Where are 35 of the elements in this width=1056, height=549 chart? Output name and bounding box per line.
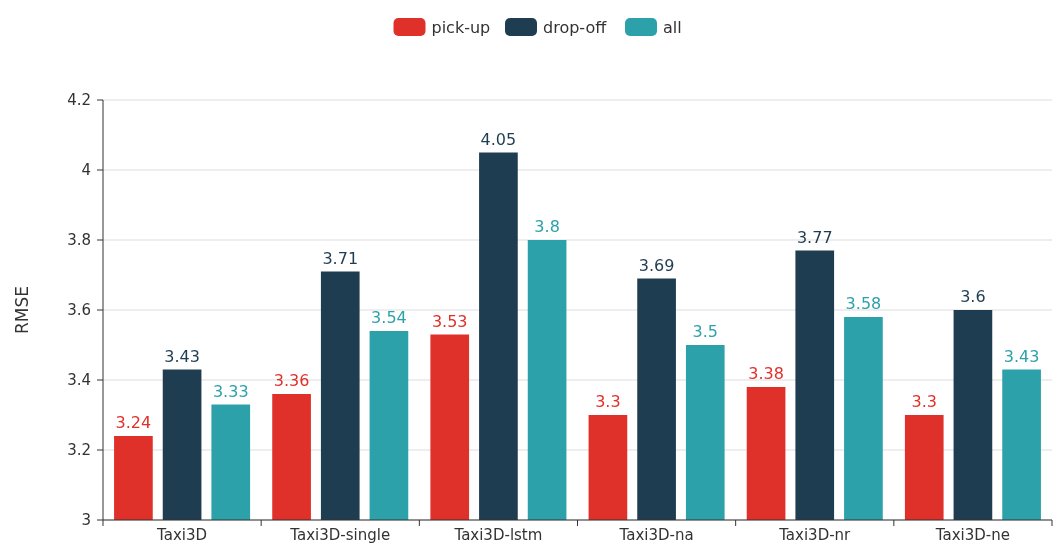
x-tick-label: Taxi3D-single: [289, 526, 391, 544]
data-label: 3.71: [322, 248, 359, 268]
data-label: 3.53: [431, 311, 468, 331]
y-tick-label: 3: [81, 511, 91, 530]
x-tick-label: Taxi3D-lstm: [453, 526, 543, 544]
data-label: 4.05: [480, 129, 517, 149]
y-axis-title: RMSE: [12, 285, 32, 335]
data-label: 3.38: [748, 364, 784, 383]
x-tick-label: Taxi3D-ne: [934, 526, 1010, 544]
data-label: 3.6: [960, 287, 986, 306]
data-label: 3.77: [796, 227, 833, 247]
x-tick-label: Taxi3D-nr: [778, 526, 852, 544]
y-tick-label: 3.2: [67, 441, 91, 460]
data-label: 3.24: [115, 413, 152, 432]
data-label: 3.58: [845, 294, 882, 313]
data-label: 3.43: [164, 346, 200, 366]
y-tick-label: 3.8: [67, 231, 91, 250]
data-label: 3.33: [212, 381, 249, 401]
data-label: 3.3: [595, 392, 621, 411]
data-label: 3.69: [638, 255, 675, 275]
legend-label: all: [663, 17, 682, 37]
x-tick-label: Taxi3D: [156, 526, 208, 544]
y-tick-label: 3.6: [67, 301, 91, 320]
data-label: 3.3: [911, 392, 937, 411]
y-tick-label: 4: [81, 161, 91, 180]
y-tick-label: 3.4: [67, 371, 91, 390]
data-label: 3.43: [1003, 346, 1040, 366]
legend-label: pick-up: [431, 17, 491, 37]
x-tick-label: Taxi3D-na: [618, 526, 694, 544]
data-label: 3.5: [692, 322, 718, 341]
data-label: 3.8: [534, 217, 560, 236]
legend-label: drop-off: [543, 17, 608, 37]
data-label: 3.36: [273, 371, 310, 390]
y-tick-label: 4.2: [67, 91, 91, 110]
data-label: 3.54: [371, 308, 407, 327]
